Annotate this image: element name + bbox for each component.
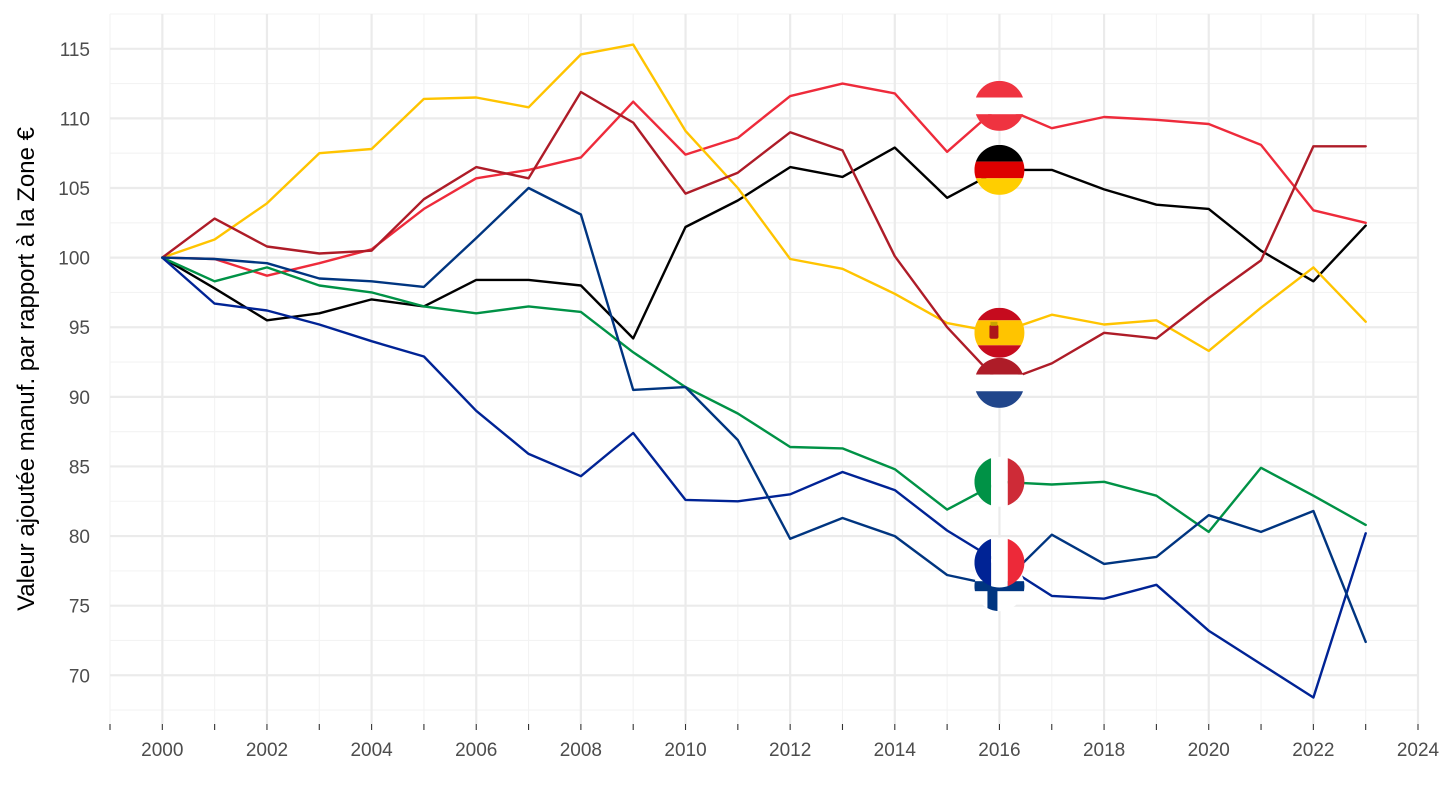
x-tick-label: 2008 — [560, 740, 602, 761]
y-axis-title: Valeur ajoutée manuf. par rapport à la Z… — [13, 126, 40, 611]
italy-flag-icon — [974, 456, 1025, 507]
grid — [109, 13, 1420, 724]
spain-flag-icon — [974, 307, 1025, 358]
y-tick-label: 110 — [60, 109, 90, 130]
austria-flag-icon — [974, 80, 1025, 131]
x-tick-label: 2006 — [455, 740, 497, 761]
series-line-it — [161, 256, 1367, 534]
y-tick-label: 105 — [58, 179, 90, 200]
x-tick-label: 2014 — [874, 740, 917, 761]
germany-flag-icon — [974, 144, 1025, 195]
series-line-de — [161, 146, 1367, 340]
x-tick-label: 2020 — [1188, 740, 1230, 761]
x-tick-label: 2012 — [769, 740, 811, 761]
series-lines — [161, 43, 1367, 699]
x-axis-ticks: 2000 2002 2004 2006 2008 2010 2012 2014 2016 2018… — [109, 724, 1440, 761]
france-flag-icon — [974, 537, 1025, 588]
series-line-es — [161, 43, 1367, 353]
series-line-fr — [161, 256, 1367, 699]
x-tick-label: 2004 — [350, 740, 393, 761]
netherlands-flag-icon — [974, 357, 1025, 408]
series-line-at — [161, 82, 1367, 277]
x-tick-label: 2022 — [1292, 740, 1334, 761]
y-tick-label: 115 — [60, 40, 90, 61]
series-line-fi — [161, 186, 1367, 644]
x-tick-label: 2000 — [141, 740, 183, 761]
series-line-nl — [161, 90, 1367, 385]
flag-markers — [974, 80, 1025, 612]
y-tick-label: 70 — [69, 666, 90, 687]
y-axis-ticks: 70 75 80 85 90 95 100 105 110 115 — [58, 40, 90, 687]
x-tick-label: 2002 — [246, 740, 288, 761]
x-tick-label: 2024 — [1397, 740, 1440, 761]
y-tick-label: 90 — [69, 388, 90, 409]
x-tick-label: 2010 — [664, 740, 706, 761]
y-tick-label: 80 — [69, 527, 90, 548]
x-tick-label: 2016 — [978, 740, 1020, 761]
y-tick-label: 100 — [58, 249, 90, 270]
y-tick-label: 75 — [69, 597, 90, 618]
y-tick-label: 95 — [69, 318, 90, 339]
x-tick-label: 2018 — [1083, 740, 1125, 761]
y-tick-label: 85 — [69, 457, 90, 478]
